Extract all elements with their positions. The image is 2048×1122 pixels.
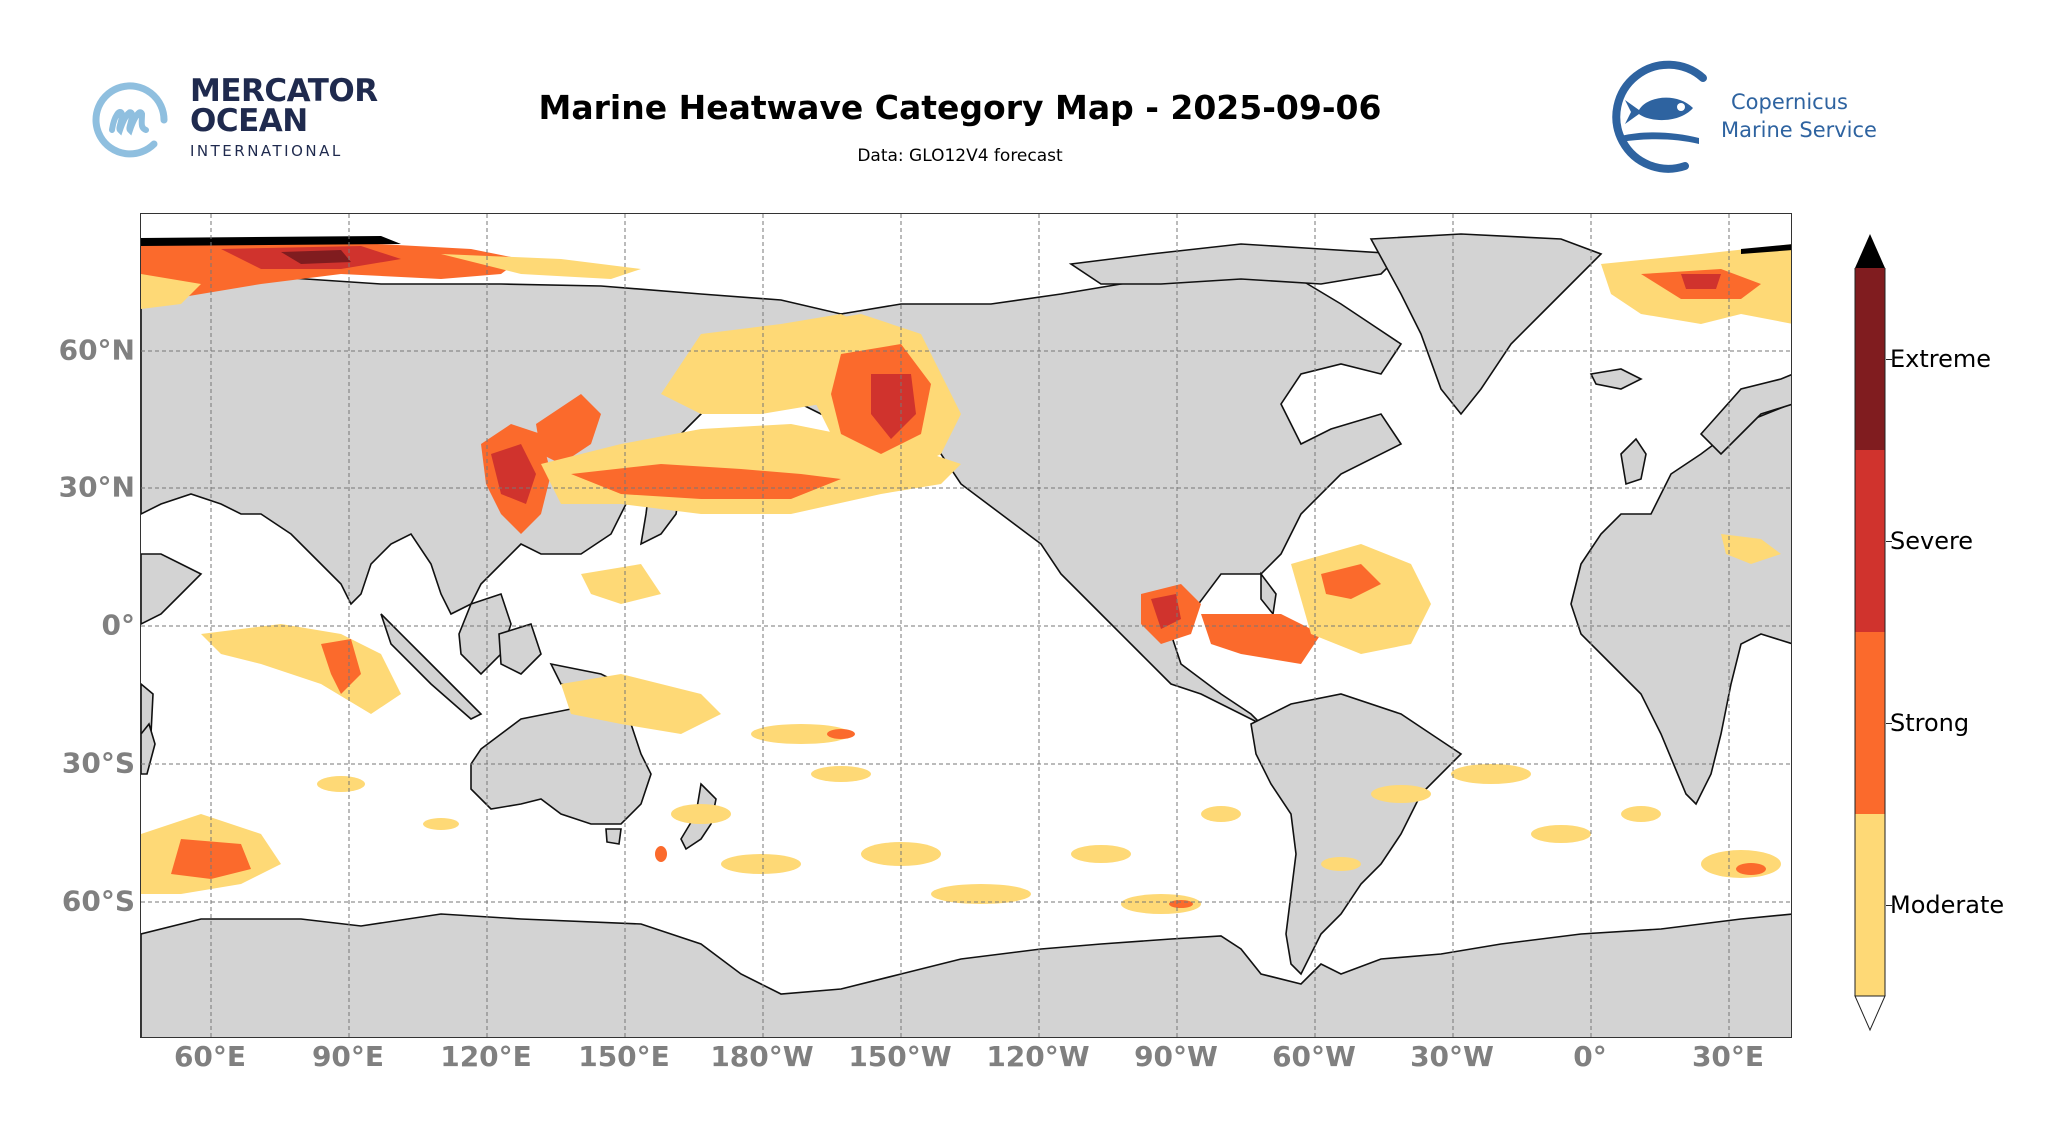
gridlines	[141, 214, 1791, 1037]
colorbar-graphic	[1854, 234, 1886, 1032]
logo-text-marine-service: Marine Service	[1721, 118, 1877, 142]
lon-label: 150°E	[578, 1040, 670, 1073]
map-canvas	[141, 214, 1791, 1037]
lat-label: 60°N	[58, 333, 135, 367]
legend-strong: Strong	[1890, 709, 1970, 737]
lon-label: 0°	[1573, 1040, 1607, 1073]
mercator-m-icon	[92, 82, 168, 158]
colorbar-over-arrow	[1855, 234, 1885, 268]
copernicus-fish-icon	[1612, 60, 1707, 173]
colorbar-tick	[1886, 541, 1892, 542]
lon-label: 120°E	[440, 1040, 532, 1073]
lat-label: 0°	[101, 608, 135, 642]
chart-title: Marine Heatwave Category Map - 2025-09-0…	[538, 88, 1382, 127]
lon-label: 30°W	[1410, 1040, 1494, 1073]
mercator-ocean-logo: MERCATOR OCEAN INTERNATIONAL	[92, 76, 382, 166]
lat-label: 60°S	[61, 884, 135, 918]
lon-label: 60°W	[1272, 1040, 1356, 1073]
land-masses	[141, 233, 1791, 1037]
copernicus-marine-logo: Copernicus Marine Service	[1595, 58, 1895, 178]
colorbar	[1852, 232, 1888, 1032]
heatwave-map	[140, 213, 1792, 1038]
lon-label: 180°W	[710, 1040, 814, 1073]
logo-text-ocean: OCEAN	[190, 103, 308, 139]
colorbar-tick	[1886, 723, 1892, 724]
lat-label: 30°N	[58, 470, 135, 504]
lon-label: 90°E	[311, 1040, 385, 1073]
lon-label: 60°E	[173, 1040, 247, 1073]
heatwave-patches	[141, 236, 1791, 914]
colorbar-tick	[1886, 905, 1892, 906]
logo-text-copernicus: Copernicus	[1731, 90, 1848, 114]
legend-extreme: Extreme	[1890, 345, 1992, 373]
lon-label: 90°W	[1134, 1040, 1218, 1073]
chart-subtitle: Data: GLO12V4 forecast	[857, 146, 1063, 166]
lon-label: 30°E	[1691, 1040, 1765, 1073]
lat-label: 30°S	[61, 746, 135, 780]
logo-text-mercator: MERCATOR	[190, 73, 378, 109]
legend-severe: Severe	[1890, 527, 1974, 555]
lon-label: 150°W	[848, 1040, 952, 1073]
colorbar-tick	[1886, 359, 1892, 360]
lon-label: 120°W	[986, 1040, 1090, 1073]
logo-text-international: INTERNATIONAL	[190, 142, 343, 160]
legend-moderate: Moderate	[1890, 891, 2005, 919]
